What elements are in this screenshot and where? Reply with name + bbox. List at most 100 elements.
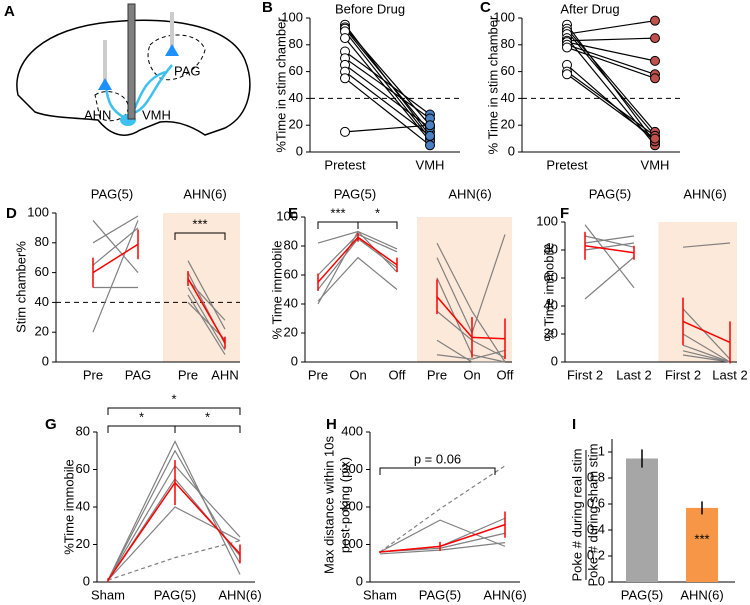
y-axis-label: %Time immobile: [61, 459, 76, 555]
y-tick-label: 300: [341, 461, 363, 476]
subject-line: [566, 37, 656, 42]
mean-line: [92, 243, 139, 274]
y-tick-label: 0: [551, 353, 558, 368]
subject-line: [566, 41, 656, 62]
x-tick-label: Off: [496, 367, 513, 382]
dashed-line: [107, 540, 241, 581]
y-axis-label: Max distance within 10s: [321, 435, 336, 574]
x-tick-label: AHN: [211, 367, 238, 382]
subject-line: [566, 31, 656, 137]
subject-line: [92, 220, 139, 333]
x-tick-label: Last 2: [616, 367, 651, 382]
subject-line: [584, 242, 635, 251]
subject-line: [566, 20, 656, 35]
y-tick-label: 80: [76, 423, 90, 438]
subject-line: [682, 350, 731, 363]
y-tick-label: 20: [284, 324, 298, 339]
x-tick-label: Last 2: [712, 367, 747, 382]
group-label: PAG(5): [334, 186, 376, 201]
subject-line: [344, 71, 431, 137]
y-axis-label: % Time immobile: [541, 243, 556, 342]
y-axis-label: % Time immobile: [269, 241, 284, 340]
y-tick-label: 20: [35, 324, 49, 339]
group-label: PAG(5): [91, 186, 133, 201]
y-tick-label: 100: [276, 208, 298, 223]
subject-line: [344, 77, 431, 146]
y-tick-label: 40: [284, 295, 298, 310]
group-label: AHN(6): [183, 186, 226, 201]
y-tick-label: 20: [289, 117, 303, 132]
y-tick-label: 40: [544, 297, 558, 312]
group-label: AHN(6): [683, 186, 726, 201]
annotation: *: [205, 409, 210, 424]
subject-line: [566, 28, 656, 133]
subject-line: [682, 354, 731, 363]
mean-line: [107, 481, 241, 581]
fiber: [170, 12, 174, 48]
y-tick-label: 0: [296, 143, 303, 158]
subject-line: [344, 57, 431, 119]
annotation: *: [139, 409, 144, 424]
y-tick-label: 0.6: [587, 495, 605, 510]
x-tick-label: AHN(6): [483, 587, 526, 602]
x-tick-label: Pre: [427, 367, 447, 382]
subject-line: [344, 31, 431, 139]
bar: [686, 507, 718, 582]
subject-line: [344, 51, 431, 115]
x-tick-label: VMH: [641, 157, 670, 172]
group-shade: [417, 217, 512, 362]
annotation: p = 0.06: [414, 451, 461, 466]
y-tick-label: 80: [284, 237, 298, 252]
y-tick-label: 100: [281, 9, 303, 24]
x-tick-label: Pretest: [546, 157, 588, 172]
y-axis-label: Poke # during sham stim: [585, 443, 600, 586]
x-tick-label: PAG: [125, 367, 152, 382]
group-shade: [163, 213, 240, 362]
subject-line: [584, 235, 635, 248]
x-tick-label: Pretest: [324, 157, 366, 172]
y-tick-label: 40: [76, 498, 90, 513]
subject-line: [566, 71, 656, 137]
x-tick-label: AHN(6): [680, 587, 723, 602]
subject-line: [682, 344, 731, 363]
x-tick-label: Pre: [83, 367, 103, 382]
dashed-line: [379, 465, 506, 553]
marker: [425, 140, 435, 151]
subject-line: [107, 506, 241, 581]
y-tick-label: 80: [544, 241, 558, 256]
subject-line: [682, 242, 731, 248]
optic-cone: [98, 44, 179, 90]
y-axis-label: % Time in stim chamber: [485, 15, 500, 154]
x-tick-label: AHN(6): [218, 587, 261, 602]
mean-line: [584, 245, 635, 254]
y-tick-label: 0: [598, 573, 605, 588]
marker: [562, 69, 572, 80]
region-label: VMH: [142, 107, 171, 122]
x-tick-label: Off: [388, 367, 405, 382]
x-tick-label: PAG(5): [154, 587, 196, 602]
subject-line: [317, 230, 398, 305]
y-tick-label: 100: [27, 204, 49, 219]
marker: [340, 126, 350, 137]
marker: [650, 73, 660, 84]
y-tick-label: 0: [291, 353, 298, 368]
y-tick-label: 20: [76, 536, 90, 551]
panel-letter: F: [560, 205, 569, 222]
y-tick-label: 40: [501, 90, 515, 105]
brain-diagram: A PAG AHN VMH: [4, 3, 251, 136]
y-tick-label: 0.4: [587, 521, 605, 536]
marker: [425, 130, 435, 141]
marker: [340, 33, 350, 44]
x-tick-label: On: [349, 367, 366, 382]
subject-line: [682, 308, 731, 360]
subject-line: [187, 287, 226, 351]
y-axis-label: %Time in stim chamber: [273, 17, 288, 153]
x-tick-label: On: [463, 367, 480, 382]
marker: [340, 73, 350, 84]
subject-line: [436, 349, 506, 360]
marker: [650, 133, 660, 144]
panel-letter: D: [6, 205, 17, 222]
group-label: AHN(6): [448, 186, 491, 201]
y-tick-label: 60: [35, 264, 49, 279]
y-tick-label: 200: [341, 498, 363, 513]
